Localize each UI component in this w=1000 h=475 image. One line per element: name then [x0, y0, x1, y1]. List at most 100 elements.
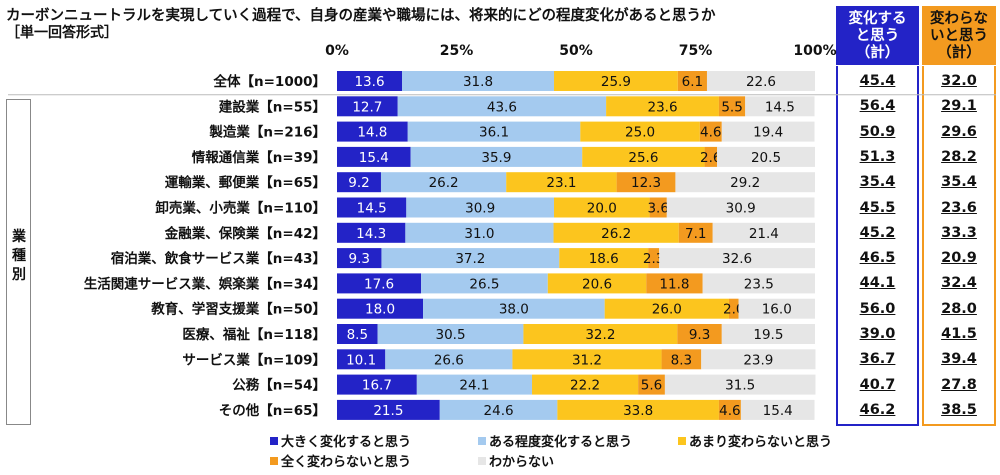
- sum-nochange-value: 38.5: [941, 401, 977, 418]
- sum-change-value: 36.7: [859, 351, 896, 368]
- bar-segment: [666, 197, 815, 218]
- data-label: 20.5: [751, 150, 781, 166]
- sum-change-header-line: と思う: [855, 28, 900, 44]
- bar-segment: [702, 273, 815, 294]
- bar-segment: [712, 222, 815, 243]
- sum-change-value: 45.2: [859, 224, 896, 241]
- data-label: 9.3: [348, 251, 369, 267]
- bar-segment: [553, 222, 679, 243]
- bar-segment: [718, 399, 741, 420]
- sum-change-value: 39.0: [859, 326, 896, 342]
- bar-segment: [606, 96, 719, 117]
- sum-change-value: 56.0: [859, 300, 896, 317]
- bar-segment: [407, 121, 581, 142]
- industry-group-bracket: [6, 99, 31, 425]
- bar-segment: [677, 324, 722, 344]
- sum-nochange-value: 29.1: [941, 98, 977, 115]
- category-label: 製造業【n=216】: [208, 124, 326, 141]
- sum-change-value: 45.4: [859, 73, 896, 89]
- category-label: サービス業【n=109】: [182, 351, 326, 368]
- sum-change-value: 50.9: [859, 123, 896, 140]
- bar-segment: [661, 349, 702, 370]
- bar-segment: [337, 349, 386, 370]
- sum-nochange-value: 28.2: [941, 148, 977, 165]
- category-label: 金融業、保険業【n=42】: [164, 225, 326, 242]
- data-label: 30.9: [465, 201, 495, 217]
- bar-segment: [559, 248, 649, 269]
- data-label: 31.0: [464, 226, 494, 242]
- x-tick-label: 50%: [559, 43, 593, 59]
- category-label: 情報通信業【n=39】: [192, 149, 326, 166]
- bar-segment: [337, 96, 398, 117]
- legend-label: 大きく変化すると思う: [281, 435, 412, 450]
- data-label: 16.0: [762, 302, 792, 318]
- legend-swatch: [478, 437, 486, 445]
- data-label: 9.3: [689, 327, 710, 343]
- sum-change-value: 51.3: [859, 148, 896, 165]
- legend-item: ある程度変化すると思う: [478, 431, 632, 450]
- data-label: 2.6: [700, 150, 721, 166]
- bar-segment: [337, 121, 408, 142]
- bar-segment: [512, 349, 662, 370]
- industry-group-char: 別: [12, 267, 26, 283]
- sum-nochange-header-line: （計）: [937, 45, 981, 61]
- data-label: 11.8: [659, 276, 689, 292]
- bar-segment: [706, 71, 815, 91]
- sum-change-header-line: 変化する: [848, 11, 907, 27]
- data-label: 2.3: [643, 251, 664, 267]
- sum-change-header: 変化する と思う （計）: [836, 6, 919, 65]
- data-label: 20.6: [582, 276, 612, 292]
- sum-nochange-column: [922, 66, 996, 426]
- data-label: 4.6: [719, 403, 740, 419]
- data-label: 25.0: [625, 125, 655, 141]
- bar-segment: [718, 96, 746, 117]
- data-label: 24.6: [484, 403, 514, 419]
- bar-segment: [381, 248, 560, 269]
- data-label: 15.4: [359, 150, 389, 166]
- bar-segment: [675, 172, 815, 193]
- data-label: 30.9: [726, 201, 756, 217]
- chart-title: カーボンニュートラルを実現していく過程で、自身の産業や職場には、将来的にどの程度…: [6, 8, 716, 24]
- data-label: 38.0: [499, 302, 529, 318]
- data-label: 26.2: [601, 226, 631, 242]
- data-label: 16.7: [362, 378, 392, 394]
- data-label: 23.9: [743, 352, 773, 368]
- bar-segment: [580, 121, 700, 142]
- data-label: 23.5: [744, 276, 774, 292]
- legend-label: ある程度変化すると思う: [489, 435, 633, 450]
- data-label: 32.6: [722, 251, 752, 267]
- bar-segment: [699, 121, 722, 142]
- sum-nochange-value: 35.4: [941, 174, 977, 191]
- legend-label: あまり変わらないと思う: [689, 435, 833, 450]
- data-label: 25.6: [628, 150, 658, 166]
- data-label: 18.6: [589, 251, 619, 267]
- legend-swatch: [270, 437, 278, 445]
- category-label: 医療、福祉【n=118】: [182, 326, 326, 343]
- bar-segment: [337, 374, 417, 395]
- bar-segment: [649, 197, 667, 218]
- data-label: 6.1: [682, 74, 703, 90]
- data-label: 3.6: [647, 201, 668, 217]
- legend-swatch: [678, 437, 686, 445]
- bar-segment: [701, 349, 816, 370]
- data-label: 7.1: [685, 226, 706, 242]
- bar-segment: [638, 374, 665, 395]
- data-label: 21.5: [373, 403, 403, 419]
- sum-change-value: 35.4: [859, 174, 896, 191]
- sum-change-value: 40.7: [859, 376, 896, 393]
- data-label: 5.5: [721, 99, 742, 115]
- category-label: その他【n=65】: [219, 402, 326, 419]
- bar-segment: [738, 298, 815, 319]
- data-label: 5.6: [641, 378, 662, 394]
- data-label: 14.8: [357, 125, 387, 141]
- sum-nochange-header-line: 変わらな: [930, 11, 988, 27]
- data-label: 8.5: [347, 327, 368, 343]
- bar-segment: [337, 197, 407, 218]
- sum-nochange-value: 41.5: [941, 326, 977, 342]
- bar-segment: [532, 374, 639, 395]
- data-label: 22.6: [746, 74, 776, 90]
- bar-segment: [554, 71, 678, 91]
- data-label: 14.3: [356, 226, 386, 242]
- sum-nochange-value: 39.4: [941, 351, 977, 368]
